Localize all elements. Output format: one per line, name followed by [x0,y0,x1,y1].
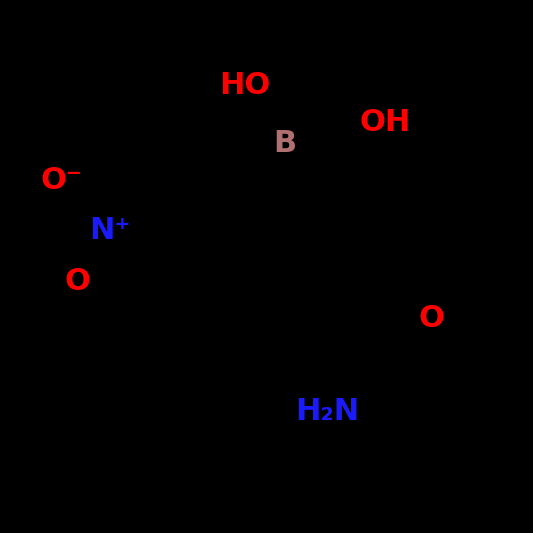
Text: B: B [273,130,297,158]
Text: O: O [418,304,445,333]
Text: N⁺: N⁺ [89,216,131,245]
Text: OH: OH [360,108,411,137]
Text: H₂N: H₂N [295,397,359,426]
Text: O: O [64,266,91,296]
Text: O⁻: O⁻ [41,166,83,196]
Text: HO: HO [220,71,271,100]
